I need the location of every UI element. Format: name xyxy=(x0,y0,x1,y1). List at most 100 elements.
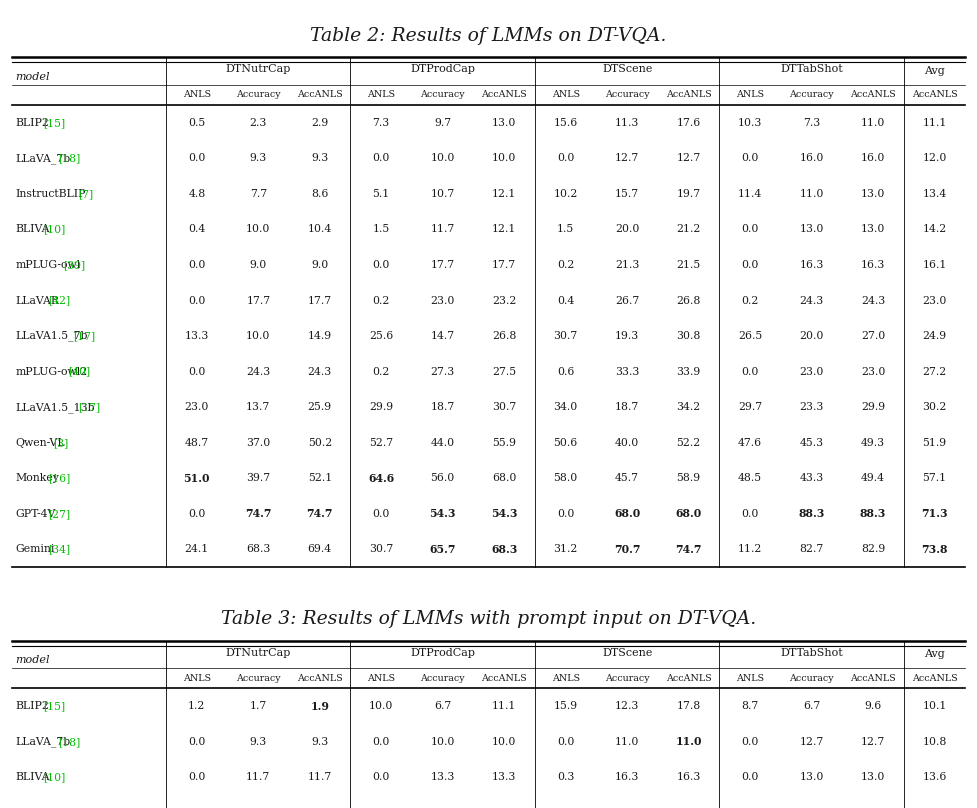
Text: Accuracy: Accuracy xyxy=(236,90,280,99)
Text: ANLS: ANLS xyxy=(552,90,579,99)
Text: 52.1: 52.1 xyxy=(308,473,332,483)
Text: 11.0: 11.0 xyxy=(675,736,701,747)
Text: 52.7: 52.7 xyxy=(369,438,394,448)
Text: 33.3: 33.3 xyxy=(615,367,639,377)
Text: 11.7: 11.7 xyxy=(246,772,271,782)
Text: 82.9: 82.9 xyxy=(861,545,885,554)
Text: Accuracy: Accuracy xyxy=(605,90,650,99)
Text: 58.0: 58.0 xyxy=(554,473,577,483)
Text: 13.0: 13.0 xyxy=(799,225,824,234)
Text: 23.2: 23.2 xyxy=(492,296,517,305)
Text: BLIP2: BLIP2 xyxy=(16,701,50,711)
Text: 0.0: 0.0 xyxy=(189,367,205,377)
Text: 11.3: 11.3 xyxy=(615,118,639,128)
Text: 10.0: 10.0 xyxy=(246,331,271,341)
Text: 10.7: 10.7 xyxy=(431,189,455,199)
Text: 51.9: 51.9 xyxy=(922,438,947,448)
Text: 30.7: 30.7 xyxy=(369,545,394,554)
Text: LLaVA_7b: LLaVA_7b xyxy=(16,153,71,164)
Text: BLIVA: BLIVA xyxy=(16,225,50,234)
Text: 16.3: 16.3 xyxy=(861,260,885,270)
Text: 71.3: 71.3 xyxy=(921,508,948,520)
Text: [17]: [17] xyxy=(73,331,96,341)
Text: 69.4: 69.4 xyxy=(308,545,332,554)
Text: 64.6: 64.6 xyxy=(368,473,395,484)
Text: 45.7: 45.7 xyxy=(616,473,639,483)
Text: 17.7: 17.7 xyxy=(492,260,516,270)
Text: 27.2: 27.2 xyxy=(922,367,947,377)
Text: 0.4: 0.4 xyxy=(557,296,574,305)
Text: 45.3: 45.3 xyxy=(799,438,824,448)
Text: DTScene: DTScene xyxy=(602,648,653,658)
Text: Accuracy: Accuracy xyxy=(420,674,465,683)
Text: 16.0: 16.0 xyxy=(861,154,885,163)
Text: AccANLS: AccANLS xyxy=(850,90,896,99)
Text: 0.0: 0.0 xyxy=(372,737,390,747)
Text: 43.3: 43.3 xyxy=(799,473,824,483)
Text: 11.0: 11.0 xyxy=(799,189,824,199)
Text: mPLUG-owl: mPLUG-owl xyxy=(16,260,81,270)
Text: 0.0: 0.0 xyxy=(742,772,759,782)
Text: 68.0: 68.0 xyxy=(492,473,517,483)
Text: 12.7: 12.7 xyxy=(861,737,885,747)
Text: 17.7: 17.7 xyxy=(431,260,454,270)
Text: 13.0: 13.0 xyxy=(861,189,885,199)
Text: ANLS: ANLS xyxy=(552,674,579,683)
Text: 34.0: 34.0 xyxy=(554,402,577,412)
Text: 26.8: 26.8 xyxy=(492,331,517,341)
Text: 68.3: 68.3 xyxy=(491,544,518,555)
Text: 15.9: 15.9 xyxy=(554,701,577,711)
Text: 12.7: 12.7 xyxy=(799,737,824,747)
Text: 4.8: 4.8 xyxy=(189,189,205,199)
Text: 12.3: 12.3 xyxy=(615,701,639,711)
Text: 9.7: 9.7 xyxy=(434,118,451,128)
Text: AccANLS: AccANLS xyxy=(912,90,957,99)
Text: 13.0: 13.0 xyxy=(492,118,517,128)
Text: 13.3: 13.3 xyxy=(185,331,209,341)
Text: 0.3: 0.3 xyxy=(557,772,574,782)
Text: 0.5: 0.5 xyxy=(189,118,205,128)
Text: 49.3: 49.3 xyxy=(861,438,885,448)
Text: ANLS: ANLS xyxy=(736,90,764,99)
Text: 25.6: 25.6 xyxy=(369,331,394,341)
Text: AccANLS: AccANLS xyxy=(297,674,343,683)
Text: 10.3: 10.3 xyxy=(738,118,762,128)
Text: 88.3: 88.3 xyxy=(798,508,825,520)
Text: 1.5: 1.5 xyxy=(557,225,574,234)
Text: 0.0: 0.0 xyxy=(189,296,205,305)
Text: 16.3: 16.3 xyxy=(799,260,824,270)
Text: 17.6: 17.6 xyxy=(676,118,701,128)
Text: ANLS: ANLS xyxy=(736,674,764,683)
Text: 48.7: 48.7 xyxy=(185,438,209,448)
Text: 9.3: 9.3 xyxy=(250,154,267,163)
Text: 68.3: 68.3 xyxy=(246,545,271,554)
Text: Accuracy: Accuracy xyxy=(420,90,465,99)
Text: 40.0: 40.0 xyxy=(615,438,639,448)
Text: 88.3: 88.3 xyxy=(860,508,886,520)
Text: 9.0: 9.0 xyxy=(250,260,267,270)
Text: 74.7: 74.7 xyxy=(245,508,272,520)
Text: [18]: [18] xyxy=(59,737,80,747)
Text: 52.2: 52.2 xyxy=(676,438,701,448)
Text: 18.7: 18.7 xyxy=(615,402,639,412)
Text: 12.0: 12.0 xyxy=(922,154,947,163)
Text: DTProdCap: DTProdCap xyxy=(410,648,475,658)
Text: 13.0: 13.0 xyxy=(861,225,885,234)
Text: 39.7: 39.7 xyxy=(246,473,271,483)
Text: Accuracy: Accuracy xyxy=(789,674,833,683)
Text: 10.4: 10.4 xyxy=(308,225,332,234)
Text: 7.3: 7.3 xyxy=(803,118,820,128)
Text: 0.0: 0.0 xyxy=(372,509,390,519)
Text: 10.0: 10.0 xyxy=(492,737,517,747)
Text: 10.0: 10.0 xyxy=(431,737,455,747)
Text: 0.0: 0.0 xyxy=(189,260,205,270)
Text: 17.7: 17.7 xyxy=(246,296,271,305)
Text: 29.9: 29.9 xyxy=(369,402,394,412)
Text: AccANLS: AccANLS xyxy=(482,674,527,683)
Text: ANLS: ANLS xyxy=(183,674,211,683)
Text: 16.1: 16.1 xyxy=(922,260,947,270)
Text: 49.4: 49.4 xyxy=(861,473,885,483)
Text: Accuracy: Accuracy xyxy=(789,90,833,99)
Text: 20.0: 20.0 xyxy=(799,331,824,341)
Text: 0.0: 0.0 xyxy=(557,509,574,519)
